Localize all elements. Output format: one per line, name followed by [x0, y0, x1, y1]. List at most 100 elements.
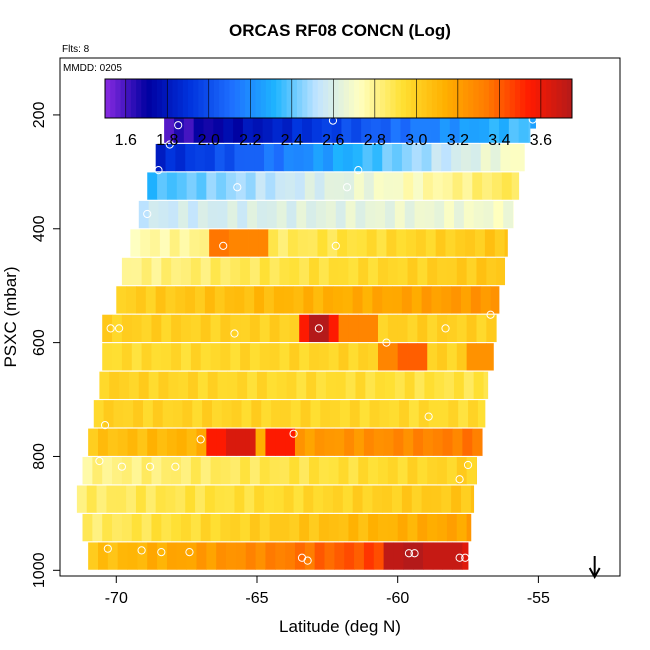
colorbar-segment [203, 79, 210, 118]
heatmap-cell [168, 371, 179, 399]
heatmap-cell [117, 542, 128, 570]
sample-point [100, 421, 110, 430]
heatmap-cell [133, 400, 144, 428]
heatmap-cell [226, 428, 237, 456]
heatmap-cell [141, 257, 152, 286]
heatmap-cell [251, 400, 262, 428]
heatmap-cell [328, 314, 339, 343]
heatmap-cell [476, 257, 487, 286]
heatmap-cell [220, 513, 231, 542]
heatmap-cell [249, 314, 261, 343]
heatmap-cell [127, 542, 138, 570]
chart-title: ORCAS RF08 CONCN (Log) [229, 21, 451, 40]
heatmap-cell [151, 257, 162, 286]
heatmap-cell [369, 400, 380, 428]
heatmap-cell [300, 400, 311, 428]
heatmap-cell [268, 229, 279, 257]
colorbar-segment [535, 79, 542, 118]
heatmap-cell [304, 428, 316, 456]
heatmap-cell [325, 200, 337, 229]
heatmap-cell [217, 371, 228, 399]
flights-label: Flts: 8 [62, 44, 90, 55]
heatmap-cell [234, 143, 245, 172]
heatmap-cell [182, 400, 193, 428]
heatmap-cell [293, 485, 304, 513]
heatmap-cell [358, 314, 369, 343]
colorbar-segment [499, 79, 506, 118]
sample-point [143, 209, 152, 219]
heatmap-cell [188, 371, 199, 399]
heatmap-cell [192, 400, 203, 428]
heatmap-cell [376, 229, 387, 257]
heatmap-cell [408, 400, 420, 428]
heatmap-cell [128, 371, 140, 399]
heatmap-cell [190, 513, 202, 542]
heatmap-cell [473, 200, 484, 229]
colorbar-frame [104, 78, 573, 119]
heatmap-cell [372, 286, 383, 314]
heatmap-cell [352, 143, 363, 172]
heatmap-cell [356, 229, 368, 257]
heatmap-cell [441, 286, 452, 314]
heatmap-cell [116, 485, 127, 513]
x-axis: -70 -65 -60 -55 [105, 576, 550, 607]
colorbar-segment [395, 79, 402, 118]
x-tick-label: -55 [527, 590, 550, 607]
heatmap-cell [220, 257, 231, 286]
heatmap-cell [82, 513, 93, 542]
heatmap-cell [214, 286, 226, 314]
heatmap-cell [200, 457, 211, 485]
heatmap-cell [407, 343, 418, 371]
heatmap-cell [200, 257, 211, 286]
heatmap-cell [370, 115, 382, 143]
heatmap-cell [397, 343, 408, 371]
colorbar-segment [390, 79, 397, 118]
heatmap-cell [294, 428, 306, 456]
heatmap-cell [328, 343, 339, 371]
heatmap-cell [470, 485, 475, 513]
heatmap-cell [112, 457, 123, 485]
heatmap-cell [224, 485, 235, 513]
heatmap-cell [276, 200, 287, 229]
heatmap-cell [276, 371, 287, 399]
heatmap-cell [245, 172, 256, 200]
sample-point [404, 549, 414, 558]
colorbar-segment [125, 79, 132, 118]
heatmap-cell [116, 286, 127, 314]
heatmap-cell [171, 513, 182, 542]
colorbar-segment [514, 79, 521, 118]
heatmap-cell [181, 314, 192, 343]
heatmap-cell [413, 172, 424, 200]
heatmap-cell [159, 229, 171, 257]
heatmap-cell [385, 200, 396, 229]
heatmap-cell [365, 371, 376, 399]
heatmap-cell [304, 542, 316, 570]
heatmap-cell [307, 229, 318, 257]
heatmap-cell [528, 115, 531, 143]
heatmap-cell [200, 343, 211, 371]
heatmap-cell [490, 286, 500, 314]
colorbar: 1.6 1.8 2.0 2.2 2.4 2.6 2.8 3.0 3.2 3.4 3.6 [104, 78, 573, 149]
heatmap-cell [348, 314, 359, 343]
colorbar-segment [494, 79, 500, 118]
sample-point [455, 553, 464, 562]
heatmap-cell [303, 286, 314, 314]
heatmap-cell [348, 343, 359, 371]
heatmap-cell [185, 143, 196, 172]
heatmap-cell [121, 513, 133, 542]
heatmap-cell [470, 143, 482, 172]
heatmap-cell [185, 286, 196, 314]
sample-point [154, 166, 163, 175]
heatmap-cell [441, 143, 452, 172]
heatmap-cell [466, 513, 472, 542]
heatmap-cell [171, 343, 182, 371]
heatmap-cell [446, 343, 458, 371]
heatmap-cell [254, 143, 265, 172]
heatmap-cell [190, 343, 202, 371]
heatmap-cell [285, 172, 296, 200]
heatmap-cell [161, 343, 172, 371]
heatmap-cell [393, 172, 404, 200]
heatmap-cell [345, 371, 356, 399]
heatmap-cell [446, 457, 458, 485]
